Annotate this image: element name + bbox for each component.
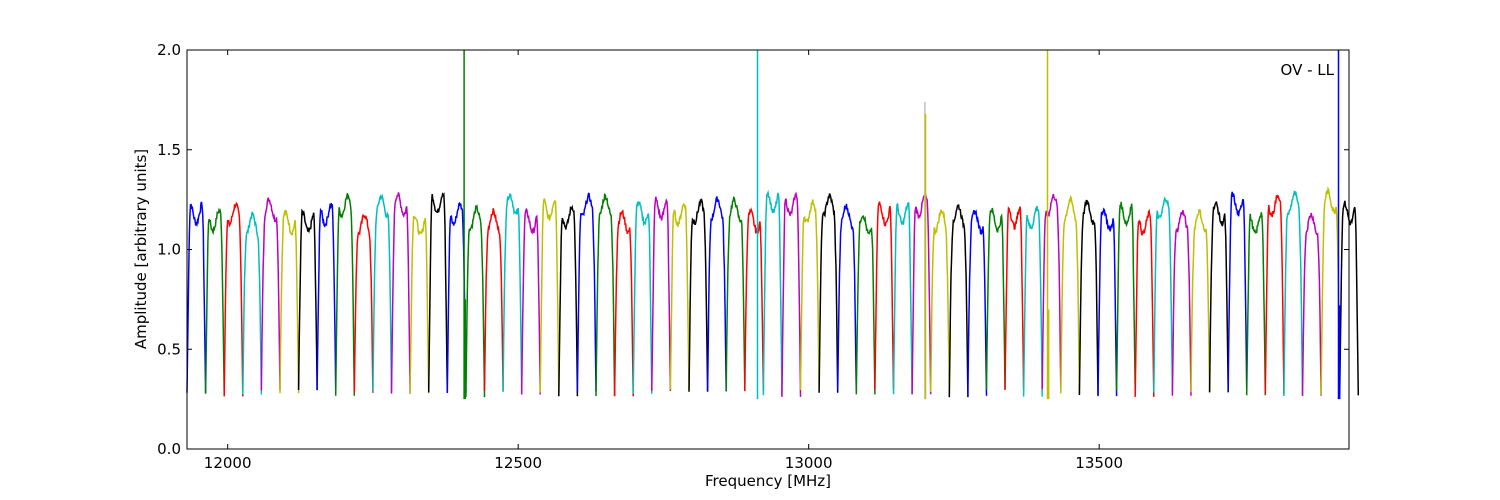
subband-series-17 xyxy=(483,208,504,391)
subband-series-30 xyxy=(725,196,746,391)
subband-series-55 xyxy=(1190,209,1211,393)
subband-series-6 xyxy=(279,209,300,394)
subband-series-13 xyxy=(409,215,430,394)
subband-series-3 xyxy=(223,201,244,397)
subband-series-29 xyxy=(706,196,727,392)
subband-series-58 xyxy=(1245,212,1267,396)
subband-series-21 xyxy=(558,204,579,397)
subband-series-31 xyxy=(744,207,765,392)
subband-series-16 xyxy=(465,204,486,398)
subband-series-43 xyxy=(967,209,988,396)
subband-series-8 xyxy=(316,202,337,391)
subband-series-39 xyxy=(892,202,913,395)
subband-series-4 xyxy=(242,211,263,395)
subband-series-61 xyxy=(1301,212,1322,396)
subband-series-20 xyxy=(539,198,560,393)
subband-series-24 xyxy=(613,209,634,397)
subband-series-42 xyxy=(948,204,969,398)
subband-series-5 xyxy=(260,197,281,391)
subband-series-52 xyxy=(1134,208,1155,397)
subband-series-22 xyxy=(576,192,597,392)
subband-series-62 xyxy=(1320,186,1341,395)
subband-series-7 xyxy=(297,208,318,391)
subband-series-51 xyxy=(1115,201,1136,391)
subband-series-60 xyxy=(1283,190,1304,397)
subband-series-32 xyxy=(762,189,783,396)
subband-series-56 xyxy=(1208,201,1229,393)
subband-series-48 xyxy=(1060,194,1081,394)
y-tick-label-1.5: 1.5 xyxy=(157,141,181,159)
subband-series-1 xyxy=(186,201,207,393)
subband-series-33 xyxy=(781,191,802,397)
subband-series-2 xyxy=(204,207,225,394)
subband-series-34 xyxy=(799,199,820,391)
y-tick-label-2: 2.0 xyxy=(157,41,181,59)
subband-series-35 xyxy=(818,193,839,393)
subband-series-15 xyxy=(446,201,467,394)
subband-series-46 xyxy=(1022,205,1043,397)
y-tick-label-1: 1.0 xyxy=(157,241,181,259)
ticks-layer: 12000 12500 13000 13500 0.0 0.5 1.0 1.5 2.0 xyxy=(157,41,1349,472)
y-tick-label-0.5: 0.5 xyxy=(157,340,181,358)
subband-series-27 xyxy=(669,202,690,390)
subband-series-12 xyxy=(390,192,411,394)
subband-series-9 xyxy=(334,193,356,396)
subband-series-54 xyxy=(1171,210,1192,396)
subband-series-41 xyxy=(929,209,951,393)
subband-series-11 xyxy=(372,193,393,392)
x-tick-label-13000: 13000 xyxy=(785,454,833,472)
subband-series-26 xyxy=(651,196,672,392)
x-axis-label: Frequency [MHz] xyxy=(705,472,831,490)
subband-series-47 xyxy=(1041,193,1062,390)
subband-series-25 xyxy=(632,200,653,394)
subband-series-40 xyxy=(911,193,932,395)
subband-series-28 xyxy=(688,197,709,392)
subband-series-53 xyxy=(1153,196,1174,393)
subband-series-10 xyxy=(353,213,374,393)
x-tick-label-12500: 12500 xyxy=(494,454,542,472)
subband-series-50 xyxy=(1097,207,1118,397)
subband-series-14 xyxy=(427,192,449,393)
subband-series-44 xyxy=(985,207,1006,390)
subband-series-23 xyxy=(595,193,616,397)
x-tick-label-12000: 12000 xyxy=(204,454,252,472)
subband-series-45 xyxy=(1004,206,1025,390)
subband-series-59 xyxy=(1264,194,1285,394)
subband-series-19 xyxy=(520,207,541,395)
subband-series-36 xyxy=(836,203,858,391)
subband-series-38 xyxy=(874,200,895,390)
series-layer xyxy=(186,50,1360,400)
y-axis-label: Amplitude [arbitrary units] xyxy=(132,149,150,349)
annotation-label: OV - LL xyxy=(1281,61,1335,79)
subband-series-57 xyxy=(1227,191,1248,391)
subband-series-18 xyxy=(502,192,523,392)
y-tick-label-0: 0.0 xyxy=(157,440,181,458)
x-tick-label-13500: 13500 xyxy=(1075,454,1123,472)
subband-series-37 xyxy=(855,214,876,395)
subband-series-49 xyxy=(1078,199,1099,396)
